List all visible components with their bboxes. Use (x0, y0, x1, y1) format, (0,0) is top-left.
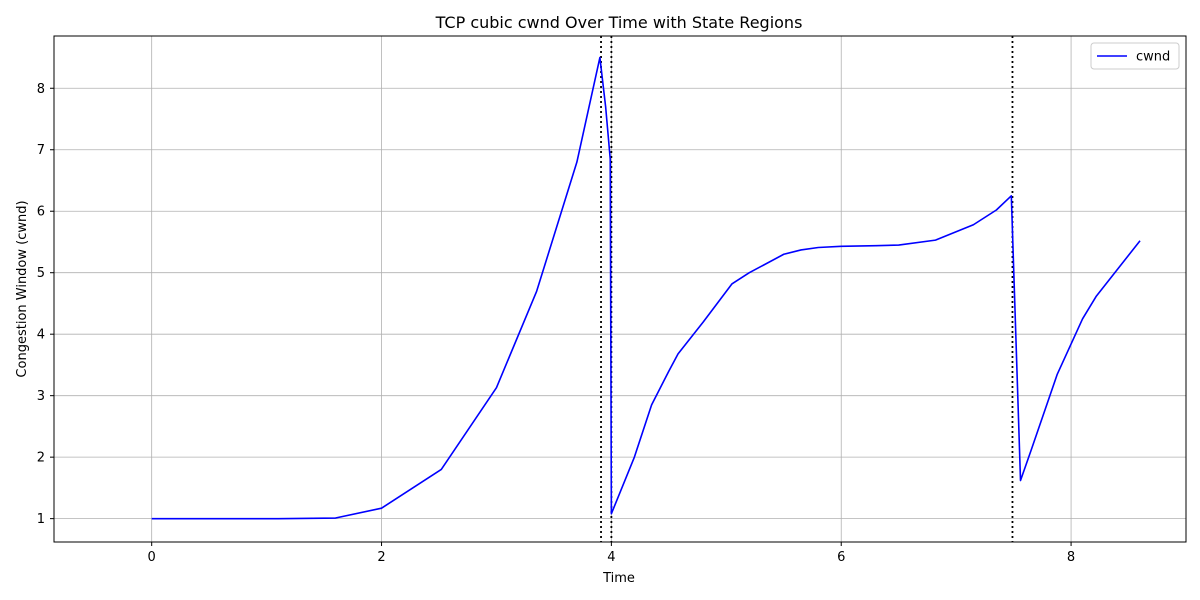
series-group (151, 56, 1141, 520)
y-tick-label: 8 (37, 82, 45, 97)
y-tick-label: 1 (37, 512, 45, 527)
legend-label: cwnd (1136, 50, 1170, 65)
x-axis-ticks: 0 2 4 6 8 (148, 542, 1075, 565)
chart-title: TCP cubic cwnd Over Time with State Regi… (435, 13, 803, 32)
y-tick-label: 4 (37, 328, 45, 343)
y-tick-label: 3 (37, 389, 45, 404)
y-axis-label: Congestion Window (cwnd) (15, 200, 30, 377)
x-tick-label: 0 (148, 550, 156, 565)
x-tick-label: 6 (837, 550, 845, 565)
grid-lines (54, 36, 1186, 542)
x-axis-label: Time (602, 571, 635, 586)
y-tick-label: 6 (37, 205, 45, 220)
legend-box (1090, 42, 1180, 70)
series-line-cwnd (151, 56, 1141, 520)
y-axis-ticks: 1 2 3 4 5 6 7 8 (37, 82, 54, 527)
x-tick-label: 8 (1067, 550, 1075, 565)
plot-frame (53, 35, 1187, 543)
y-tick-label: 7 (37, 143, 45, 158)
y-tick-label: 2 (37, 451, 45, 466)
x-tick-label: 2 (377, 550, 385, 565)
y-tick-label: 5 (37, 266, 45, 281)
x-tick-label: 4 (607, 550, 615, 565)
state-region-lines (600, 36, 1014, 542)
legend: cwnd (1090, 42, 1180, 70)
